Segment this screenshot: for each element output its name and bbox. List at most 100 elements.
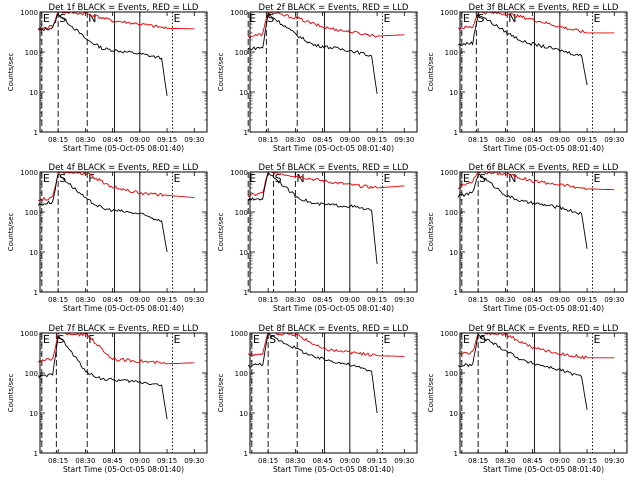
- y-tick-label: 1: [34, 129, 38, 137]
- events-series-line: [248, 12, 378, 94]
- x-tick-label: 09:30: [604, 457, 624, 465]
- x-tick-label: 08:45: [103, 136, 123, 144]
- y-tick-label: 1: [244, 289, 248, 297]
- panel-title: Det 9f BLACK = Events, RED = LLD: [469, 324, 619, 334]
- events-series-line: [37, 335, 168, 420]
- x-axis-label: Start Time (05-Oct-05 08:01:40): [273, 304, 394, 313]
- detector-panel-9: Det 9f BLACK = Events, RED = LLD Counts/s…: [427, 324, 628, 474]
- x-tick-label: 08:15: [468, 457, 488, 465]
- detector-panel-2: Det 2f BLACK = Events, RED = LLD Counts/s…: [217, 3, 418, 153]
- y-tick-label: 10: [29, 89, 38, 97]
- event-marker-label: S: [275, 172, 282, 185]
- x-tick-label: 09:00: [340, 296, 360, 304]
- y-tick-label: 1: [34, 289, 38, 297]
- event-marker-label: S: [269, 333, 276, 346]
- y-tick-label: 10: [449, 249, 458, 257]
- y-tick-label: 1: [244, 129, 248, 137]
- x-tick-label: 09:15: [577, 457, 597, 465]
- y-tick-label: 1000: [20, 330, 38, 338]
- event-marker-label: E: [463, 333, 470, 346]
- x-tick-label: 09:00: [550, 457, 570, 465]
- y-tick-label: 1000: [440, 9, 458, 17]
- y-tick-label: 1: [34, 450, 38, 458]
- event-marker-label: E: [384, 172, 391, 185]
- events-series-line: [247, 332, 378, 414]
- x-tick-label: 08:15: [48, 296, 68, 304]
- y-tick-label: 10: [29, 410, 38, 418]
- event-marker-label: S: [59, 172, 66, 185]
- x-axis-label: Start Time (05-Oct-05 08:01:40): [483, 465, 604, 474]
- plot-frame: [249, 332, 418, 454]
- y-axis-label: Counts/sec: [427, 213, 435, 252]
- x-tick-label: 09:00: [130, 136, 150, 144]
- x-axis-label: Start Time (05-Oct-05 08:01:40): [63, 144, 184, 153]
- x-tick-label: 09:15: [157, 136, 177, 144]
- event-marker-label: E: [594, 172, 601, 185]
- events-series-line: [38, 12, 168, 96]
- y-tick-label: 100: [25, 49, 38, 57]
- x-tick-label: 08:45: [313, 136, 333, 144]
- x-tick-label: 08:15: [48, 136, 68, 144]
- event-marker-label: E: [174, 172, 181, 185]
- y-tick-label: 10: [449, 410, 458, 418]
- x-tick-label: 08:15: [258, 136, 278, 144]
- x-tick-label: 09:30: [184, 296, 204, 304]
- x-tick-label: 09:00: [550, 136, 570, 144]
- x-axis-label: Start Time (05-Oct-05 08:01:40): [483, 144, 604, 153]
- plot-frame: [39, 11, 208, 133]
- events-series-line: [457, 173, 588, 249]
- x-tick-label: 08:30: [285, 136, 305, 144]
- x-tick-label: 08:30: [495, 457, 515, 465]
- event-marker-label: E: [43, 333, 50, 346]
- x-tick-label: 08:15: [468, 296, 488, 304]
- y-tick-label: 1: [454, 129, 458, 137]
- y-axis-label: Counts/sec: [217, 53, 225, 92]
- events-series-line: [457, 332, 588, 410]
- y-tick-label: 1000: [230, 169, 248, 177]
- event-marker-label: F: [88, 333, 94, 346]
- x-tick-label: 08:15: [258, 296, 278, 304]
- x-tick-label: 08:30: [285, 457, 305, 465]
- panel-title: Det 2f BLACK = Events, RED = LLD: [259, 3, 409, 13]
- plot-frame: [459, 171, 628, 293]
- event-marker-label: N: [88, 12, 96, 25]
- event-marker-label: E: [174, 12, 181, 25]
- detector-panel-5: Det 5f BLACK = Events, RED = LLD Counts/s…: [217, 163, 418, 313]
- x-axis-label: Start Time (05-Oct-05 08:01:40): [63, 304, 184, 313]
- y-tick-label: 100: [25, 209, 38, 217]
- x-tick-label: 09:30: [604, 296, 624, 304]
- x-tick-label: 08:15: [258, 457, 278, 465]
- x-tick-label: 09:30: [184, 136, 204, 144]
- x-tick-label: 09:15: [577, 136, 597, 144]
- panel-title: Det 1f BLACK = Events, RED = LLD: [49, 3, 199, 13]
- plot-frame: [39, 171, 208, 293]
- x-axis-label: Start Time (05-Oct-05 08:01:40): [483, 304, 604, 313]
- x-tick-label: 09:00: [340, 457, 360, 465]
- event-marker-label: S: [267, 12, 274, 25]
- event-marker-label: E: [384, 333, 391, 346]
- x-tick-label: 08:45: [313, 296, 333, 304]
- lld-series-line: [247, 11, 405, 39]
- x-tick-label: 09:15: [367, 296, 387, 304]
- x-tick-label: 09:30: [604, 136, 624, 144]
- detector-panel-3: Det 3f BLACK = Events, RED = LLD Counts/s…: [427, 3, 628, 153]
- event-marker-label: E: [594, 333, 601, 346]
- y-tick-label: 10: [239, 410, 248, 418]
- plot-frame: [249, 171, 418, 293]
- event-marker-label: E: [594, 12, 601, 25]
- y-axis-label: Counts/sec: [427, 374, 435, 413]
- panel-title: Det 5f BLACK = Events, RED = LLD: [259, 163, 409, 173]
- x-tick-label: 09:15: [157, 296, 177, 304]
- events-series-line: [247, 171, 378, 265]
- y-tick-label: 1: [454, 289, 458, 297]
- x-tick-label: 08:45: [313, 457, 333, 465]
- x-tick-label: 09:30: [394, 457, 414, 465]
- y-axis-label: Counts/sec: [7, 374, 15, 413]
- x-tick-label: 08:45: [523, 136, 543, 144]
- event-marker-label: F: [88, 172, 94, 185]
- y-tick-label: 100: [235, 370, 248, 378]
- event-marker-label: E: [463, 12, 470, 25]
- x-tick-label: 08:15: [48, 457, 68, 465]
- y-tick-label: 1000: [20, 9, 38, 17]
